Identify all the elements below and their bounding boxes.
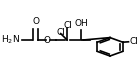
Text: H$_2$N: H$_2$N [1,34,20,46]
Text: OH: OH [74,19,88,28]
Text: Cl: Cl [63,21,72,30]
Text: Cl: Cl [57,28,66,36]
Text: O: O [32,17,39,26]
Text: O: O [44,36,51,44]
Text: Cl: Cl [130,37,139,46]
